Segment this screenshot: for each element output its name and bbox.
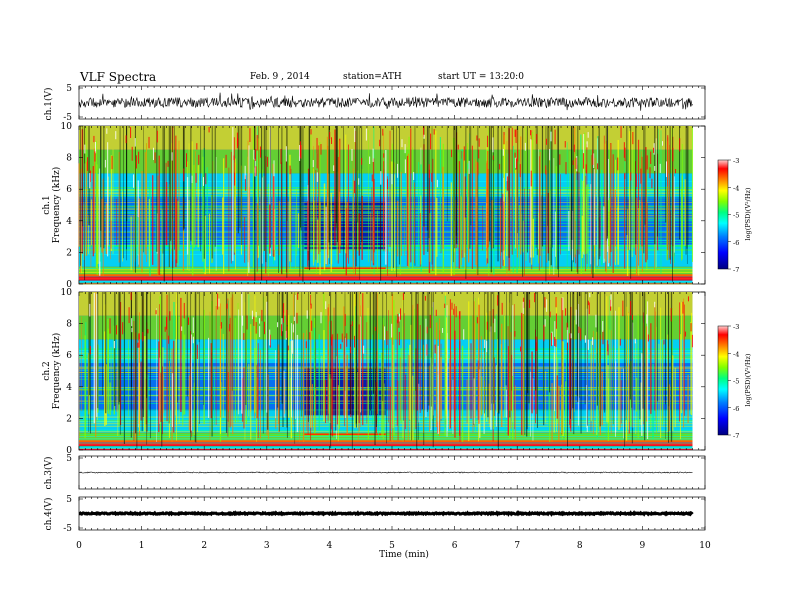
colorbar-tick-label: -7 [733,266,739,274]
frequency-band [79,266,693,275]
ch3-ylabel: ch.3(V) [43,457,54,490]
ch2-spec-ylabel-line1: ch.2 [42,361,52,380]
colorbar-tick-label: -5 [733,212,739,220]
y-tick-label: 10 [61,288,73,298]
x-tick-label: 6 [452,541,458,551]
y-tick-label: 4 [66,383,72,393]
x-tick-label: 4 [327,541,333,551]
colorbar-tick-label: -3 [733,323,739,331]
ch1-spec-ylabel-line2: Frequency (kHz) [51,167,62,244]
colorbar-tick-label: -7 [733,432,739,440]
station-label: station=ATH [343,72,402,82]
x-tick-label: 8 [577,541,583,551]
ch1-ylabel: ch.1(V) [43,88,54,121]
y-tick-label: 6 [66,185,72,195]
date-label: Feb. 9 , 2014 [250,72,310,82]
colorbar-tick-label: -4 [733,184,739,192]
y-tick-label: 4 [66,217,72,227]
ch2-colorbar-label: log(PSD)(V²/Hz) [744,353,752,406]
y-tick-label: 0 [66,446,72,456]
colorbar-tick-label: -5 [733,378,739,386]
y-tick-label: 8 [66,320,72,330]
y-tick-label: 8 [66,154,72,164]
ch1-colorbar [717,159,729,270]
colorbar-tick-label: -6 [733,239,739,247]
ch2-spectrogram [79,292,693,450]
ch1-spectrogram [78,126,694,285]
y-tick-label: 0 [66,280,72,290]
y-tick-label: 5 [66,454,72,464]
colorbar-tick-labels: -3 -4 -5 -6 -7 -3 -4 -5 -6 -7 [728,157,739,440]
x-tick-label: 9 [640,541,646,551]
chart-title: VLF Spectra [80,70,157,84]
y-tick-label: -5 [63,524,72,534]
y-tick-label: 2 [66,248,72,258]
ch4-ylabel: ch.4(V) [43,498,54,531]
x-axis-label: Time (min) [379,549,429,560]
ch1-spec-ylabel-line1: ch.1 [42,195,52,214]
ch1-waveform [78,92,693,111]
ch2-colorbar [717,325,729,436]
x-tick-label: 1 [139,541,145,551]
x-tick-label: 10 [699,541,711,551]
ch3-waveform [78,471,693,474]
ch2-spec-ylabel-line2: Frequency (kHz) [51,333,62,410]
x-tick-label: 5 [389,541,395,551]
y-tick-label: 5 [66,84,72,94]
x-tick-label: 0 [76,541,82,551]
x-tick-labels: 0 1 2 3 4 5 6 7 8 9 10 [76,541,711,551]
axis-ticks [78,86,706,530]
y-tick-label: 5 [66,495,72,505]
y-tick-label: -5 [63,113,72,123]
colorbar-tick-label: -6 [733,405,739,413]
ch4-waveform [78,510,694,517]
x-tick-label: 2 [201,541,207,551]
colorbar-tick-label: -3 [733,157,739,165]
x-tick-label: 3 [264,541,270,551]
x-tick-label: 7 [514,541,520,551]
colorbar-tick-label: -4 [733,350,739,358]
y-tick-label: 6 [66,351,72,361]
y-tick-label: 10 [61,122,73,132]
y-tick-label: 2 [66,414,72,424]
start-time-label: start UT = 13:20:0 [438,72,524,82]
ch1-colorbar-label: log(PSD)(V²/Hz) [744,187,752,240]
